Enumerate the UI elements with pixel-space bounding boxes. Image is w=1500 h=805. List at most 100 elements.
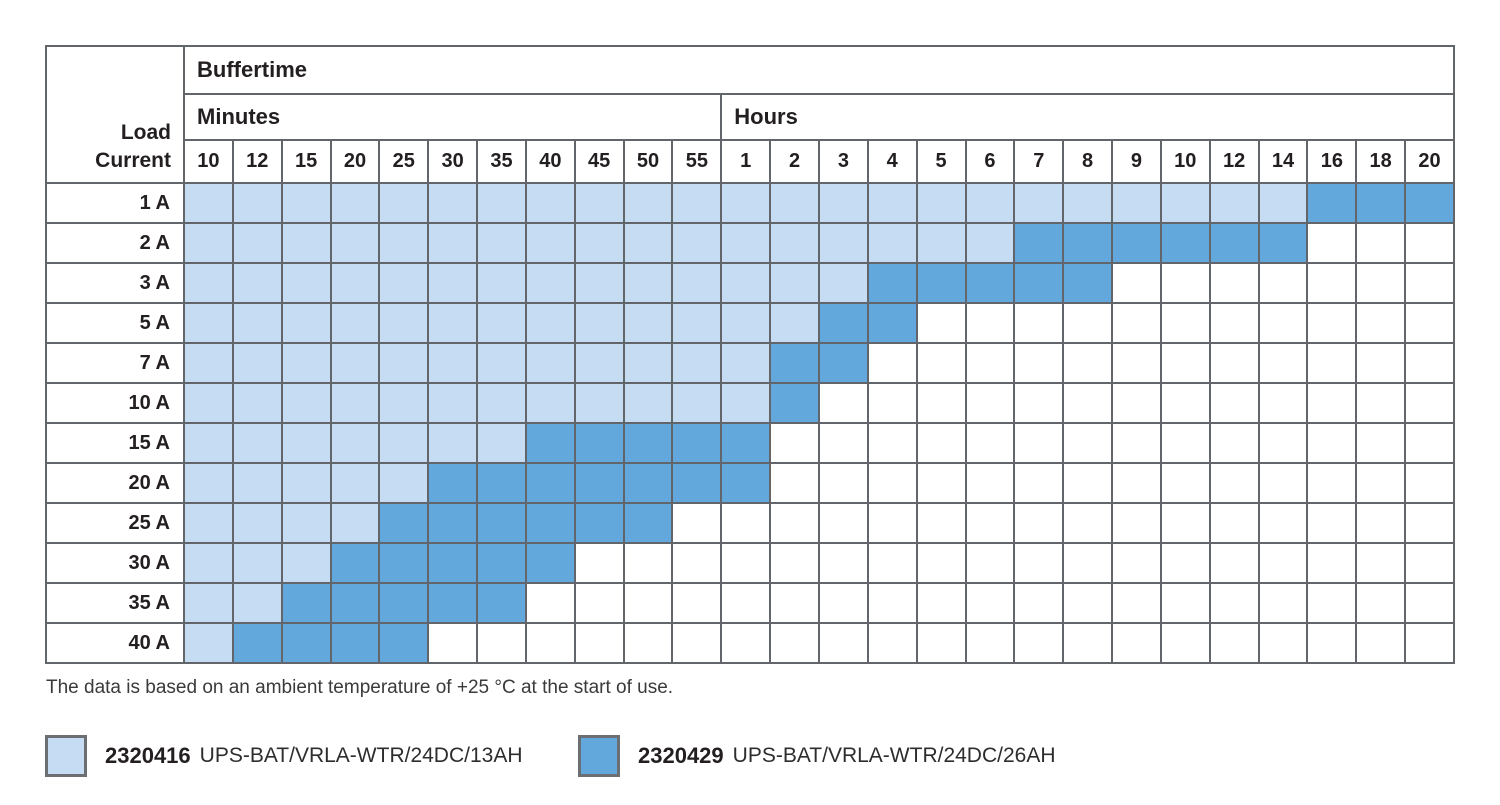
buffertime-cell [183,622,234,664]
buffertime-cell [671,302,723,344]
table-row: 35 A [45,582,1455,624]
buffertime-cell [1159,622,1211,664]
buffertime-cell [1062,342,1114,384]
col-header: 2 [769,139,820,184]
buffertime-cell [671,422,723,464]
buffertime-cell [866,502,918,544]
buffertime-cell [524,222,576,264]
buffertime-cell [1404,542,1455,584]
buffertime-cell [1111,542,1162,584]
table-row: 1 A [45,182,1455,224]
buffertime-cell [1111,342,1162,384]
buffertime-cell [476,342,527,384]
buffertime-cell [183,302,234,344]
table-row: 2 A [45,222,1455,264]
buffertime-cell [280,262,332,304]
legend-item-13ah: 2320416 UPS-BAT/VRLA-WTR/24DC/13AH [45,735,578,777]
buffertime-cell [817,462,869,504]
buffertime-cell [915,502,967,544]
buffertime-cell [1208,582,1260,624]
buffertime-cell [231,342,283,384]
buffertime-cell [671,222,723,264]
buffertime-cell [573,262,625,304]
buffertime-cell [378,182,430,224]
buffertime-cell [1208,222,1260,264]
buffertime-cell [476,542,527,584]
buffertime-cell [524,342,576,384]
table-row: 5 A [45,302,1455,344]
buffertime-cell [622,342,674,384]
legend-swatch-26ah-icon [578,735,620,777]
buffertime-cell [817,422,869,464]
buffertime-cell [329,222,381,264]
buffertime-cell [427,422,479,464]
buffertime-cell [329,502,381,544]
buffertime-cell [427,302,479,344]
buffertime-cell [769,582,820,624]
buffertime-cell [1404,382,1455,424]
buffertime-cell [720,542,772,584]
buffertime-cell [1159,342,1211,384]
buffertime-cell [866,382,918,424]
buffertime-cell [866,582,918,624]
col-header: 20 [329,139,381,184]
buffertime-cell [671,542,723,584]
buffertime-cell [476,502,527,544]
buffertime-cell [671,182,723,224]
buffertime-cell [183,502,234,544]
buffertime-cell [1013,302,1065,344]
buffertime-cell [329,382,381,424]
minutes-header: Minutes [182,93,723,141]
buffertime-cell [1111,462,1162,504]
buffertime-cell [427,462,479,504]
buffertime-cell [769,262,820,304]
buffertime-cell [1159,382,1211,424]
buffertime-cell [915,582,967,624]
row-label: 5 A [45,302,185,344]
buffertime-cell [378,342,430,384]
buffertime-cell [280,182,332,224]
buffertime-cell [720,622,772,664]
load-current-header: Load Current [45,45,185,184]
buffertime-cell [915,462,967,504]
buffertime-cell [573,222,625,264]
buffertime-cell [1404,342,1455,384]
buffertime-cell [524,302,576,344]
buffertime-cell [329,462,381,504]
buffertime-cell [1159,262,1211,304]
buffertime-cell [231,582,283,624]
buffertime-cell [1306,382,1358,424]
buffertime-cell [769,182,820,224]
buffertime-cell [573,582,625,624]
buffertime-cell [1404,422,1455,464]
buffertime-cell [573,622,625,664]
buffertime-cell [1355,342,1407,384]
buffertime-cell [817,342,869,384]
buffertime-cell [1013,342,1065,384]
table-row: 30 A [45,542,1455,584]
buffertime-cell [378,542,430,584]
buffertime-cell [964,542,1016,584]
buffertime-cell [1306,182,1358,224]
buffertime-cell [183,262,234,304]
figure: Load Current Buffertime Minutes Hours 10 12 15 2… [45,45,1455,777]
row-label: 1 A [45,182,185,224]
buffertime-cell [769,302,820,344]
ambient-note: The data is based on an ambient temperat… [46,677,674,698]
buffertime-cell [1013,262,1065,304]
table-row: 25 A [45,502,1455,544]
buffertime-cell [280,422,332,464]
buffertime-cell [622,382,674,424]
buffertime-cell [671,462,723,504]
row-label: 15 A [45,422,185,464]
buffertime-cell [573,462,625,504]
buffertime-cell [1355,542,1407,584]
buffertime-cell [1257,382,1309,424]
col-header: 16 [1306,139,1358,184]
buffertime-cell [622,542,674,584]
buffertime-cell [1111,262,1162,304]
buffertime-cell [378,422,430,464]
buffertime-cell [915,542,967,584]
hours-header: Hours [720,93,1455,141]
legend-code-13ah: 2320416 [105,743,191,768]
